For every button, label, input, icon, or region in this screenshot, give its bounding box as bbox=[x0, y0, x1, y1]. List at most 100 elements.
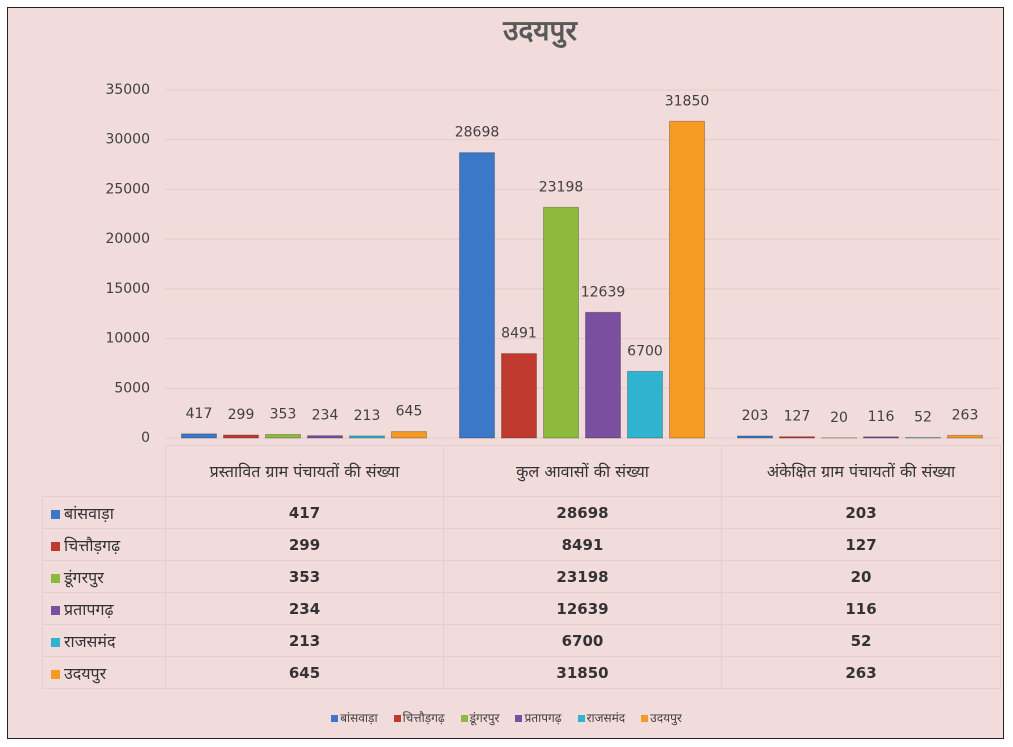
y-tick-label: 35000 bbox=[105, 82, 150, 98]
table-cell: 23198 bbox=[443, 560, 722, 593]
legend-marker bbox=[51, 573, 60, 583]
table-row: बांसवाड़ा 417 28698 203 bbox=[42, 496, 1001, 529]
bar bbox=[669, 120, 705, 439]
legend-item: राजसमंद bbox=[577, 709, 626, 726]
legend-item: उदयपुर bbox=[641, 709, 682, 726]
bar bbox=[349, 435, 385, 439]
table-cell: 31850 bbox=[443, 656, 722, 689]
data-label: 116 bbox=[868, 409, 895, 425]
legend-label: राजसमंद bbox=[586, 711, 626, 725]
table-cell: 52 bbox=[721, 624, 1001, 657]
bar bbox=[627, 370, 663, 439]
table-cell: 234 bbox=[165, 592, 444, 625]
table-cell: 213 bbox=[165, 624, 444, 657]
series-name: प्रतापगढ़ bbox=[64, 599, 114, 619]
table-cell: 20 bbox=[721, 560, 1001, 593]
bar bbox=[863, 436, 899, 439]
bar bbox=[181, 433, 217, 439]
bar bbox=[307, 435, 343, 439]
table-cell: 127 bbox=[721, 528, 1001, 561]
legend-marker bbox=[460, 715, 468, 722]
y-tick-label: 0 bbox=[141, 430, 150, 446]
data-label: 353 bbox=[270, 406, 297, 422]
row-label: बांसवाड़ा bbox=[42, 496, 166, 529]
category-label: कुल आवासों की संख्या bbox=[443, 445, 722, 497]
bar bbox=[223, 434, 259, 439]
data-label: 31850 bbox=[665, 93, 710, 109]
bar bbox=[501, 353, 537, 439]
y-tick-label: 20000 bbox=[105, 231, 150, 247]
table-cell: 12639 bbox=[443, 592, 722, 625]
table-cell: 353 bbox=[165, 560, 444, 593]
category-label: प्रस्तावित ग्राम पंचायतों की संख्या bbox=[165, 445, 444, 497]
data-label: 28698 bbox=[455, 125, 500, 141]
row-label: डूंगरपुर bbox=[42, 560, 166, 593]
category-label: अंकेक्षित ग्राम पंचायतों की संख्या bbox=[721, 445, 1001, 497]
table-cell: 203 bbox=[721, 496, 1001, 529]
legend-item: बांसवाड़ा bbox=[331, 709, 378, 726]
series-name: डूंगरपुर bbox=[64, 567, 104, 587]
bar bbox=[947, 434, 983, 439]
legend-marker bbox=[641, 715, 649, 722]
data-label: 23198 bbox=[539, 179, 584, 195]
legend-marker bbox=[331, 715, 339, 722]
legend-item: डूंगरपुर bbox=[460, 709, 500, 726]
legend-item: प्रतापगढ़ bbox=[515, 709, 562, 726]
y-tick-label: 15000 bbox=[105, 281, 150, 297]
data-label: 213 bbox=[354, 408, 381, 424]
legend-label: चित्तौड़गढ़ bbox=[402, 711, 445, 725]
series-name: उदयपुर bbox=[64, 663, 107, 683]
row-label: चित्तौड़गढ़ bbox=[42, 528, 166, 561]
y-tick-label: 25000 bbox=[105, 181, 150, 197]
data-label: 234 bbox=[312, 408, 339, 424]
y-tick-label: 10000 bbox=[105, 331, 150, 347]
legend-marker bbox=[51, 605, 60, 615]
table-row: डूंगरपुर 353 23198 20 bbox=[42, 560, 1001, 593]
table-cell: 8491 bbox=[443, 528, 722, 561]
legend-label: प्रतापगढ़ bbox=[524, 711, 562, 725]
table-row: राजसमंद 213 6700 52 bbox=[42, 624, 1001, 657]
table-row: चित्तौड़गढ़ 299 8491 127 bbox=[42, 528, 1001, 561]
data-label: 20 bbox=[830, 410, 848, 426]
data-label: 127 bbox=[784, 409, 811, 425]
legend-marker bbox=[51, 509, 60, 519]
legend-label: डूंगरपुर bbox=[469, 711, 500, 725]
bar bbox=[905, 436, 941, 439]
row-label: उदयपुर bbox=[42, 656, 166, 689]
bar bbox=[585, 311, 621, 439]
legend-marker bbox=[577, 715, 585, 722]
legend-marker bbox=[515, 715, 523, 722]
data-label: 417 bbox=[186, 406, 213, 422]
legend-label: बांसवाड़ा bbox=[340, 711, 378, 725]
chart-title: उदयपुर bbox=[502, 14, 578, 48]
series-name: राजसमंद bbox=[64, 631, 116, 651]
bar bbox=[779, 436, 815, 439]
bar bbox=[459, 152, 495, 439]
row-label: राजसमंद bbox=[42, 624, 166, 657]
legend-marker bbox=[393, 715, 401, 722]
data-label: 299 bbox=[228, 407, 255, 423]
data-label: 203 bbox=[742, 408, 769, 424]
bar bbox=[737, 435, 773, 439]
table-cell: 28698 bbox=[443, 496, 722, 529]
table-corner bbox=[42, 445, 166, 497]
table-row: प्रतापगढ़ 234 12639 116 bbox=[42, 592, 1001, 625]
data-label: 6700 bbox=[627, 343, 663, 359]
legend: बांसवाड़ा चित्तौड़गढ़ डूंगरपुर प्रतापगढ़ राज… bbox=[0, 709, 1013, 726]
data-table: प्रस्तावित ग्राम पंचायतों की संख्या कुल आ… bbox=[42, 445, 1001, 689]
table-cell: 263 bbox=[721, 656, 1001, 689]
data-label: 52 bbox=[914, 409, 932, 425]
y-tick-label: 5000 bbox=[114, 380, 150, 396]
table-row: उदयपुर 645 31850 263 bbox=[42, 656, 1001, 689]
legend-label: उदयपुर bbox=[650, 711, 682, 725]
legend-item: चित्तौड़गढ़ bbox=[393, 709, 445, 726]
data-label: 645 bbox=[396, 404, 423, 420]
bar bbox=[265, 433, 301, 439]
table-cell: 417 bbox=[165, 496, 444, 529]
data-label: 12639 bbox=[581, 284, 626, 300]
series-name: चित्तौड़गढ़ bbox=[64, 535, 121, 555]
bar bbox=[543, 206, 579, 439]
data-label: 8491 bbox=[501, 326, 537, 342]
legend-marker bbox=[51, 541, 60, 551]
